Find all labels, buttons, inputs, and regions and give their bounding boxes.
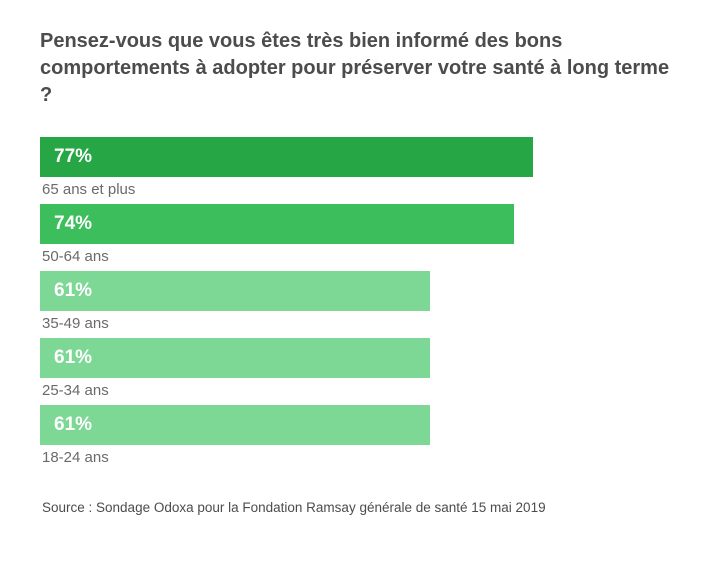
bar: 61% bbox=[40, 338, 430, 378]
bar: 77% bbox=[40, 137, 533, 177]
bar-category-label: 50-64 ans bbox=[40, 248, 680, 265]
bar-category-label: 25-34 ans bbox=[40, 382, 680, 399]
bar-value-label: 74% bbox=[54, 213, 92, 235]
bar: 61% bbox=[40, 271, 430, 311]
chart-title: Pensez-vous que vous êtes très bien info… bbox=[40, 28, 680, 109]
bar-category-label: 65 ans et plus bbox=[40, 181, 680, 198]
bar-row: 61% 25-34 ans bbox=[40, 338, 680, 399]
bar-chart: 77% 65 ans et plus 74% 50-64 ans 61% 35-49 an… bbox=[40, 137, 680, 466]
bar-row: 61% 18-24 ans bbox=[40, 405, 680, 466]
bar: 61% bbox=[40, 405, 430, 445]
bar-row: 74% 50-64 ans bbox=[40, 204, 680, 265]
bar-value-label: 61% bbox=[54, 347, 92, 369]
bar-value-label: 77% bbox=[54, 146, 92, 168]
bar-row: 61% 35-49 ans bbox=[40, 271, 680, 332]
bar-value-label: 61% bbox=[54, 414, 92, 436]
bar-row: 77% 65 ans et plus bbox=[40, 137, 680, 198]
source-text: Source : Sondage Odoxa pour la Fondation… bbox=[40, 500, 680, 515]
bar-category-label: 18-24 ans bbox=[40, 449, 680, 466]
bar-category-label: 35-49 ans bbox=[40, 315, 680, 332]
bar: 74% bbox=[40, 204, 514, 244]
bar-value-label: 61% bbox=[54, 280, 92, 302]
